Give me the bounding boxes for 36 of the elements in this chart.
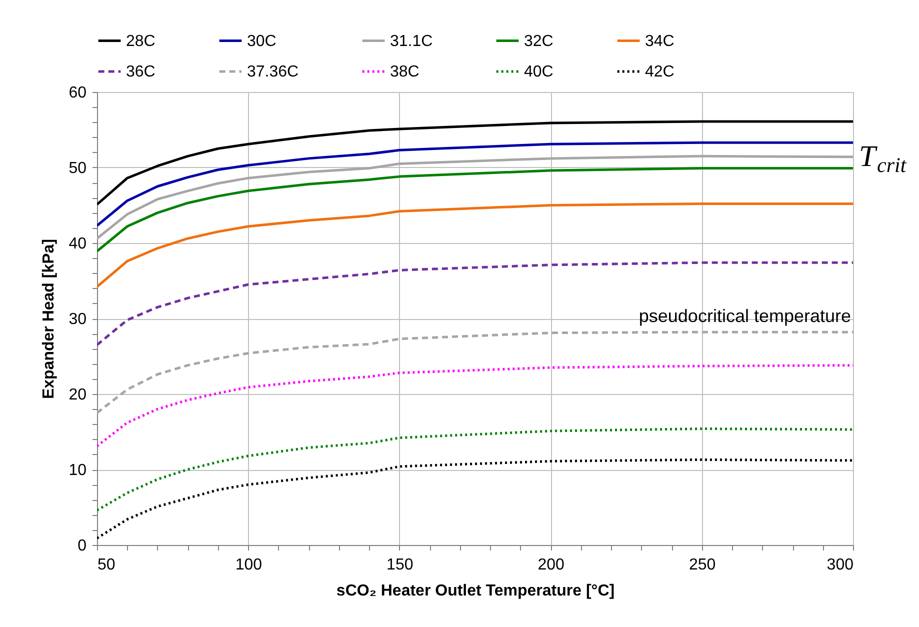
y-tick-label: 0	[78, 538, 87, 554]
x-tick-label: 250	[688, 556, 716, 574]
y-tick-label: 40	[68, 236, 87, 252]
line-series	[97, 330, 853, 414]
x-tick-label: 50	[98, 556, 116, 574]
line-series	[97, 167, 853, 253]
line-series	[97, 141, 853, 227]
legend-label: 32C	[524, 32, 554, 50]
legend-label: 31.1C	[390, 32, 433, 50]
line-series	[97, 202, 853, 288]
legend-label: 28C	[126, 32, 156, 50]
y-tick-label: 10	[68, 462, 87, 479]
x-tick-label: 200	[538, 556, 565, 574]
line-series	[97, 120, 853, 206]
legend-label: 34C	[645, 32, 674, 50]
y-tick-label: 50	[68, 160, 87, 177]
x-axis-title: sCO₂ Heater Outlet Temperature [°C]	[336, 582, 615, 600]
y-tick-label: 60	[68, 84, 87, 102]
legend-label: 30C	[247, 32, 276, 50]
annotation: pseudocritical temperature	[638, 306, 851, 326]
x-tick-label: 300	[826, 556, 854, 574]
legend-label: 40C	[524, 64, 554, 80]
x-tick-label: 150	[386, 556, 414, 574]
legend-label: 42C	[645, 64, 674, 80]
x-tick-label: 100	[235, 556, 262, 574]
line-series	[97, 261, 853, 346]
legend-label: 38C	[390, 64, 420, 80]
legend-label: 36C	[126, 64, 156, 80]
line-series	[97, 364, 853, 448]
y-axis-title: Expander Head [kPa]	[40, 238, 58, 400]
line-series	[97, 154, 853, 240]
line-series	[97, 427, 853, 512]
line-series	[97, 458, 853, 540]
y-tick-label: 20	[68, 386, 87, 404]
legend-label: 37.36C	[247, 64, 299, 80]
y-tick-label: 30	[68, 311, 87, 328]
